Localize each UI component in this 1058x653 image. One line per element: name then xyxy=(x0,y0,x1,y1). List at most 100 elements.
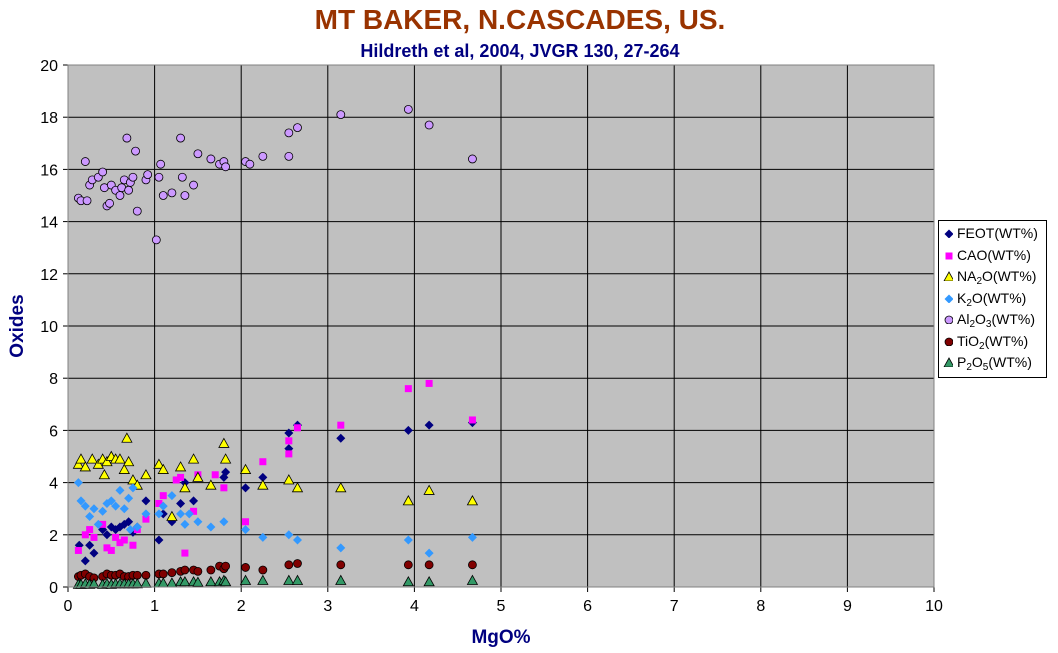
data-point xyxy=(167,568,177,578)
data-point xyxy=(103,544,111,552)
data-point xyxy=(176,498,186,508)
data-point xyxy=(336,560,346,570)
legend-label: NA2O(WT%) xyxy=(957,268,1037,287)
legend-marker xyxy=(944,315,953,324)
data-point xyxy=(132,522,142,532)
legend-marker-shape xyxy=(944,229,953,238)
data-point xyxy=(189,180,198,190)
legend-marker xyxy=(945,252,953,259)
x-tick-label: 4 xyxy=(410,598,419,615)
data-point xyxy=(102,530,112,540)
data-point xyxy=(424,120,434,130)
data-point xyxy=(205,479,217,490)
legend-marker-shape xyxy=(945,252,953,259)
data-point xyxy=(129,541,137,549)
data-point xyxy=(221,467,231,477)
data-point xyxy=(167,188,177,198)
data-point xyxy=(74,546,82,554)
data-point xyxy=(258,151,268,161)
data-point xyxy=(423,484,435,495)
y-tick-label: 2 xyxy=(49,528,58,545)
data-point xyxy=(468,154,477,164)
x-tick-label: 6 xyxy=(583,598,592,615)
data-point xyxy=(404,385,412,393)
data-point xyxy=(221,162,231,172)
data-point xyxy=(239,574,252,585)
data-point xyxy=(92,458,104,469)
data-point xyxy=(423,575,435,587)
data-point xyxy=(73,478,83,488)
x-tick-label: 5 xyxy=(497,598,506,615)
data-point xyxy=(132,206,142,216)
data-point xyxy=(402,575,415,587)
legend-marker xyxy=(944,337,953,346)
data-point xyxy=(258,472,268,482)
data-point xyxy=(242,518,250,526)
data-point xyxy=(116,539,124,547)
y-tick-label: 8 xyxy=(49,371,58,388)
data-point xyxy=(284,428,294,438)
data-point xyxy=(121,432,133,443)
data-point xyxy=(114,453,126,464)
y-tick-label: 10 xyxy=(40,319,58,336)
data-point xyxy=(128,172,138,182)
data-point xyxy=(205,575,217,587)
legend-label: TiO2(WT%) xyxy=(957,332,1029,352)
data-point xyxy=(284,560,294,570)
data-point xyxy=(285,450,293,458)
data-point xyxy=(424,420,434,430)
data-point xyxy=(122,455,135,467)
data-point xyxy=(258,532,268,542)
data-point xyxy=(257,574,269,585)
legend-item: FEOT(WT%) xyxy=(939,224,1046,244)
x-tick-label: 1 xyxy=(150,598,159,615)
data-point xyxy=(167,491,177,501)
data-point xyxy=(292,535,302,545)
data-point xyxy=(336,433,346,443)
data-point xyxy=(219,575,232,587)
data-point xyxy=(285,437,293,445)
data-point xyxy=(184,509,194,519)
data-point xyxy=(112,533,120,541)
data-point xyxy=(158,569,168,579)
y-tick-label: 18 xyxy=(40,110,58,127)
legend-label: FEOT(WT%) xyxy=(957,225,1038,241)
data-point xyxy=(122,133,132,143)
data-point xyxy=(283,574,295,585)
data-point xyxy=(180,519,190,529)
series-k2o-wt- xyxy=(73,478,477,558)
data-point xyxy=(403,425,413,435)
data-point xyxy=(89,548,99,558)
data-point xyxy=(179,575,191,587)
data-point xyxy=(76,496,86,506)
data-point xyxy=(86,453,98,464)
data-point xyxy=(220,484,228,492)
data-point xyxy=(403,560,413,570)
legend-marker-shape xyxy=(943,271,953,281)
series-p2o5-wt- xyxy=(72,574,479,589)
data-point xyxy=(193,517,203,527)
data-point xyxy=(141,496,151,506)
data-point xyxy=(176,509,186,519)
data-point xyxy=(72,458,85,469)
data-point xyxy=(291,481,304,493)
data-point xyxy=(98,167,108,177)
data-point xyxy=(115,485,125,495)
data-point xyxy=(80,556,90,566)
legend-item: Al2O3(WT%) xyxy=(939,310,1046,330)
data-point xyxy=(257,479,269,490)
data-point xyxy=(89,504,99,514)
data-point xyxy=(107,546,115,554)
data-point xyxy=(211,471,219,479)
data-point xyxy=(119,504,129,514)
x-tick-label: 2 xyxy=(237,598,246,615)
data-point xyxy=(106,496,116,506)
data-point xyxy=(189,496,199,506)
data-point xyxy=(218,437,230,448)
y-tick-label: 0 xyxy=(49,580,58,597)
legend-item: CAO(WT%) xyxy=(939,246,1046,266)
data-point xyxy=(179,481,191,493)
data-point xyxy=(124,517,134,527)
data-point xyxy=(142,515,150,523)
data-point xyxy=(219,453,232,464)
